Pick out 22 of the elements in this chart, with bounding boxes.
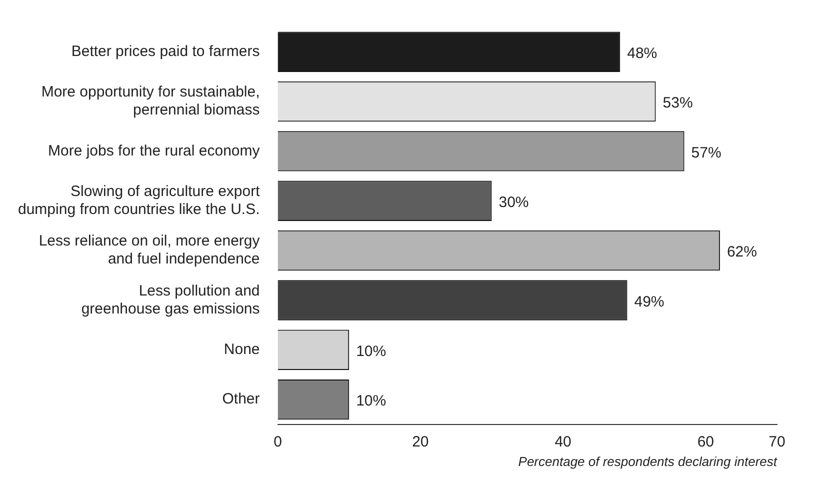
x-axis-title: Percentage of respondents declaring interest: [518, 454, 778, 469]
data-label: 30%: [498, 194, 529, 212]
data-label: 48%: [627, 44, 658, 62]
y-tick-label: Less pollution and greenhouse gas emissions: [81, 282, 260, 318]
data-label: 49%: [634, 293, 664, 310]
data-label: 10%: [356, 343, 386, 360]
y-tick-label: Better prices paid to farmers: [71, 42, 260, 60]
x-tick-label: 40: [554, 434, 572, 451]
y-tick-label: More opportunity for sustainable, perrennial biomass: [41, 84, 260, 119]
y-tick-label: More jobs for the rural economy: [48, 142, 260, 160]
data-label: 53%: [662, 94, 693, 112]
data-label: 10%: [356, 392, 386, 410]
x-tick-label: 0: [274, 434, 282, 451]
y-tick-label: None: [224, 341, 260, 358]
x-tick-label: 60: [697, 434, 714, 451]
x-tick-label: 70: [768, 434, 786, 451]
data-label: 62%: [726, 244, 757, 261]
y-tick-label: Slowing of agriculture export dumping from countries like the U.S.: [18, 183, 261, 218]
y-tick-label: Less reliance on oil, more energy and fuel independence: [38, 232, 260, 268]
x-tick-label: 20: [412, 434, 429, 451]
data-label: 57%: [691, 144, 722, 162]
y-tick-label: Other: [222, 390, 260, 408]
